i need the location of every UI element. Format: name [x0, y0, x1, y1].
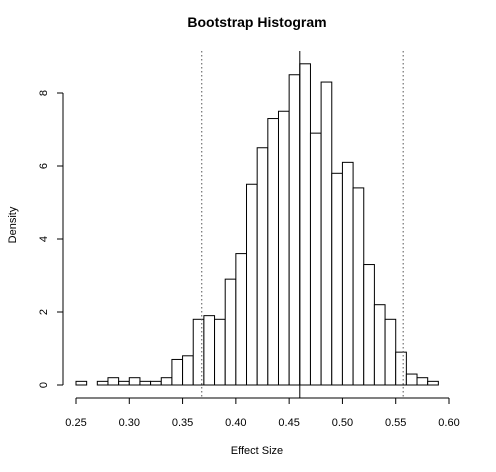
histogram-bar — [331, 172, 343, 386]
histogram-bar — [182, 355, 194, 386]
histogram-bar — [416, 377, 429, 386]
histogram-bar — [299, 63, 311, 386]
x-tick-label: 0.60 — [438, 417, 459, 429]
histogram-bar — [267, 118, 279, 386]
bars-group — [75, 63, 439, 386]
histogram-bar — [203, 315, 216, 386]
histogram-bar — [288, 74, 301, 386]
x-axis-label: Effect Size — [231, 445, 283, 457]
histogram-bar — [235, 253, 248, 386]
histogram-bar — [363, 264, 375, 386]
histogram-bar — [150, 380, 162, 386]
histogram-bar — [246, 183, 258, 386]
x-tick-label: 0.35 — [172, 417, 193, 429]
histogram-bar — [214, 318, 226, 386]
histogram-bar — [341, 161, 354, 386]
x-tick-label: 0.25 — [65, 417, 86, 429]
histogram-bar — [309, 132, 322, 386]
histogram-bar — [256, 147, 269, 386]
y-tick-label: 6 — [38, 163, 50, 169]
y-tick-label: 4 — [38, 236, 50, 242]
histogram-bar — [128, 377, 141, 386]
histogram-bar — [277, 110, 290, 386]
x-tick-label: 0.40 — [225, 417, 246, 429]
x-tick-label: 0.50 — [332, 417, 353, 429]
x-tick-label: 0.55 — [385, 417, 406, 429]
y-tick-label: 2 — [38, 309, 50, 315]
histogram-bar — [395, 351, 407, 386]
y-axis-label: Density — [7, 206, 19, 243]
histogram-bar — [224, 278, 237, 386]
x-tick-label: 0.30 — [119, 417, 140, 429]
reference-lines-group — [201, 51, 404, 398]
x-axis: 0.25 0.30 0.35 0.40 0.45 0.50 0.55 0.60 — [65, 397, 460, 429]
histogram-bar — [405, 373, 418, 386]
histogram-bar — [171, 358, 184, 386]
histogram-bar — [75, 380, 88, 386]
y-tick-label: 0 — [38, 382, 50, 388]
histogram-bar — [320, 81, 333, 386]
histogram-bar — [96, 380, 109, 386]
x-tick-label: 0.45 — [278, 417, 299, 429]
histogram-bar — [373, 304, 386, 386]
histogram-bar — [139, 380, 152, 386]
histogram-bar — [192, 318, 205, 386]
histogram-bar — [384, 318, 397, 386]
histogram-bar — [427, 380, 439, 386]
histogram-bar — [352, 187, 365, 386]
chart-title: Bootstrap Histogram — [187, 14, 326, 30]
histogram-bar — [107, 377, 120, 386]
histogram-bar — [118, 380, 130, 386]
y-axis: 0 2 4 6 8 — [38, 90, 64, 388]
histogram-bar — [160, 377, 173, 386]
y-tick-label: 8 — [38, 90, 50, 96]
